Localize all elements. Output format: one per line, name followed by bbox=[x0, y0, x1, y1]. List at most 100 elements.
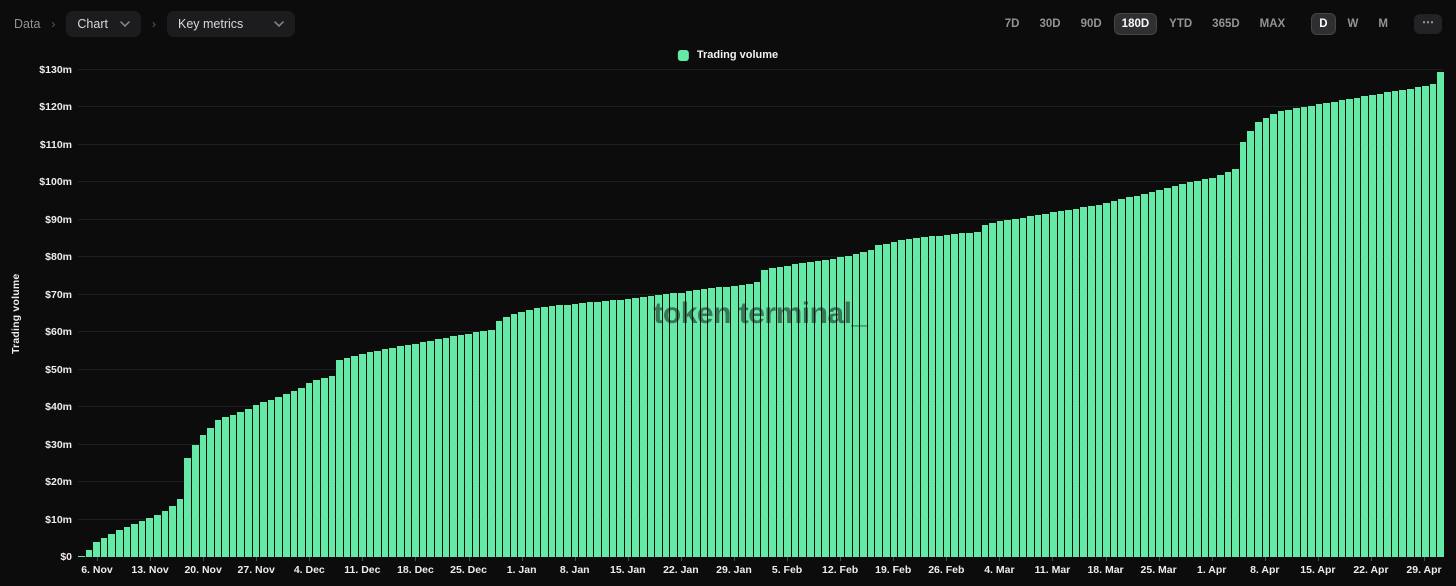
bar[interactable] bbox=[191, 444, 199, 557]
chart-type-dropdown[interactable]: Chart bbox=[66, 11, 141, 37]
bar[interactable] bbox=[837, 257, 844, 557]
bar[interactable] bbox=[632, 298, 639, 557]
bar[interactable] bbox=[822, 259, 829, 557]
bar[interactable] bbox=[974, 231, 981, 557]
bar[interactable] bbox=[419, 342, 427, 557]
bar[interactable] bbox=[351, 355, 358, 557]
bar[interactable] bbox=[943, 234, 951, 557]
range-button-max[interactable]: MAX bbox=[1252, 13, 1294, 36]
bar[interactable] bbox=[78, 555, 85, 557]
bar[interactable] bbox=[860, 252, 867, 557]
bar[interactable] bbox=[807, 262, 814, 557]
bar[interactable] bbox=[450, 336, 457, 557]
bar[interactable] bbox=[738, 284, 746, 557]
bar[interactable] bbox=[746, 283, 753, 557]
bar[interactable] bbox=[123, 527, 131, 557]
bar[interactable] bbox=[898, 240, 905, 557]
bar[interactable] bbox=[1072, 208, 1080, 557]
bar[interactable] bbox=[427, 340, 434, 557]
bar[interactable] bbox=[131, 524, 138, 557]
bar[interactable] bbox=[290, 391, 298, 557]
bar[interactable] bbox=[214, 420, 222, 557]
bar[interactable] bbox=[252, 405, 260, 557]
bar[interactable] bbox=[761, 270, 769, 557]
bar[interactable] bbox=[981, 224, 989, 557]
bar[interactable] bbox=[526, 309, 533, 557]
bar[interactable] bbox=[434, 339, 442, 557]
bar[interactable] bbox=[1414, 87, 1422, 557]
bar[interactable] bbox=[1277, 111, 1285, 557]
bar[interactable] bbox=[313, 380, 320, 557]
bar[interactable] bbox=[1217, 174, 1224, 557]
bar[interactable] bbox=[457, 335, 465, 557]
bar[interactable] bbox=[465, 333, 472, 557]
bar[interactable] bbox=[1368, 95, 1376, 557]
bar[interactable] bbox=[1133, 195, 1141, 557]
bar[interactable] bbox=[928, 236, 936, 557]
bar[interactable] bbox=[503, 317, 510, 557]
bar[interactable] bbox=[85, 550, 93, 557]
range-button-7d[interactable]: 7D bbox=[997, 13, 1028, 36]
bar[interactable] bbox=[989, 222, 996, 557]
bar[interactable] bbox=[1019, 217, 1027, 557]
bar[interactable] bbox=[556, 305, 563, 557]
more-options-button[interactable]: ⋯ bbox=[1414, 14, 1442, 34]
bar[interactable] bbox=[844, 255, 852, 557]
bar[interactable] bbox=[1300, 107, 1308, 557]
bar[interactable] bbox=[1315, 104, 1323, 557]
range-button-90d[interactable]: 90D bbox=[1073, 13, 1110, 36]
bar[interactable] bbox=[184, 457, 191, 557]
bar[interactable] bbox=[396, 346, 404, 557]
bar[interactable] bbox=[1239, 141, 1247, 557]
bar[interactable] bbox=[996, 221, 1004, 557]
bar[interactable] bbox=[905, 239, 913, 557]
bar[interactable] bbox=[1125, 197, 1133, 557]
bar[interactable] bbox=[1186, 182, 1194, 557]
bar[interactable] bbox=[769, 267, 776, 557]
bar[interactable] bbox=[153, 515, 161, 557]
bar[interactable] bbox=[875, 245, 882, 557]
bar[interactable] bbox=[799, 263, 806, 557]
range-button-30d[interactable]: 30D bbox=[1031, 13, 1068, 36]
bar[interactable] bbox=[1437, 71, 1444, 557]
bar[interactable] bbox=[966, 232, 974, 557]
bar[interactable] bbox=[108, 533, 115, 557]
bar[interactable] bbox=[1353, 97, 1361, 557]
bar[interactable] bbox=[1118, 199, 1125, 557]
bar[interactable] bbox=[533, 308, 541, 557]
bar[interactable] bbox=[685, 291, 693, 557]
bar[interactable] bbox=[1346, 99, 1353, 557]
bar[interactable] bbox=[1255, 122, 1262, 557]
bar[interactable] bbox=[715, 287, 723, 557]
granularity-button-daily[interactable]: D bbox=[1311, 12, 1336, 36]
bar[interactable] bbox=[374, 350, 381, 557]
bar[interactable] bbox=[1285, 109, 1292, 557]
bar[interactable] bbox=[617, 299, 624, 557]
bar[interactable] bbox=[1179, 184, 1186, 557]
bar[interactable] bbox=[1103, 203, 1110, 557]
bar[interactable] bbox=[1399, 89, 1406, 557]
bar[interactable] bbox=[1141, 193, 1148, 557]
range-button-ytd[interactable]: YTD bbox=[1161, 13, 1200, 36]
bar[interactable] bbox=[321, 377, 328, 557]
bar[interactable] bbox=[328, 375, 336, 557]
bar[interactable] bbox=[1042, 213, 1049, 557]
bar[interactable] bbox=[115, 530, 123, 557]
bar[interactable] bbox=[1027, 216, 1034, 557]
range-button-180d[interactable]: 180D bbox=[1113, 12, 1158, 36]
bar[interactable] bbox=[305, 382, 313, 557]
bar[interactable] bbox=[624, 298, 632, 557]
bar[interactable] bbox=[442, 337, 450, 557]
bar[interactable] bbox=[586, 302, 594, 557]
bar[interactable] bbox=[412, 343, 419, 557]
bar[interactable] bbox=[389, 347, 396, 557]
bar[interactable] bbox=[1057, 211, 1065, 557]
legend-item-trading-volume[interactable]: Trading volume bbox=[677, 49, 778, 61]
bar[interactable] bbox=[1270, 113, 1277, 557]
bar[interactable] bbox=[776, 266, 784, 557]
bar[interactable] bbox=[655, 295, 662, 557]
bar[interactable] bbox=[1406, 88, 1414, 557]
bar[interactable] bbox=[1004, 219, 1012, 557]
bar[interactable] bbox=[1110, 201, 1118, 557]
bar[interactable] bbox=[1012, 218, 1019, 557]
